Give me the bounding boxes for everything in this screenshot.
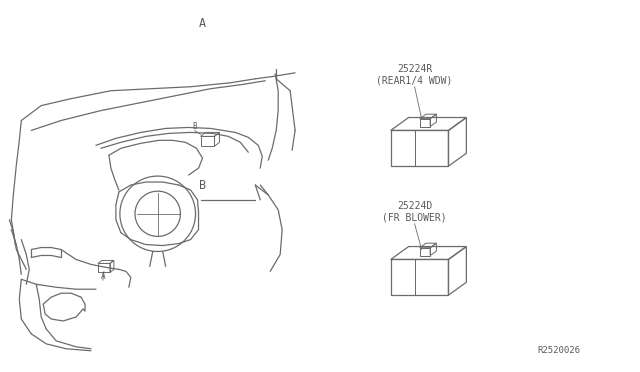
Text: R2520026: R2520026 xyxy=(538,346,580,355)
Text: 25224R: 25224R xyxy=(397,64,432,74)
Text: A: A xyxy=(199,17,206,30)
Text: B: B xyxy=(192,122,197,131)
Text: (FR BLOWER): (FR BLOWER) xyxy=(382,213,447,223)
Text: 25224D: 25224D xyxy=(397,201,432,211)
Text: B: B xyxy=(199,179,206,192)
Text: A: A xyxy=(100,272,105,281)
Text: (REAR1/4 WDW): (REAR1/4 WDW) xyxy=(376,76,452,86)
